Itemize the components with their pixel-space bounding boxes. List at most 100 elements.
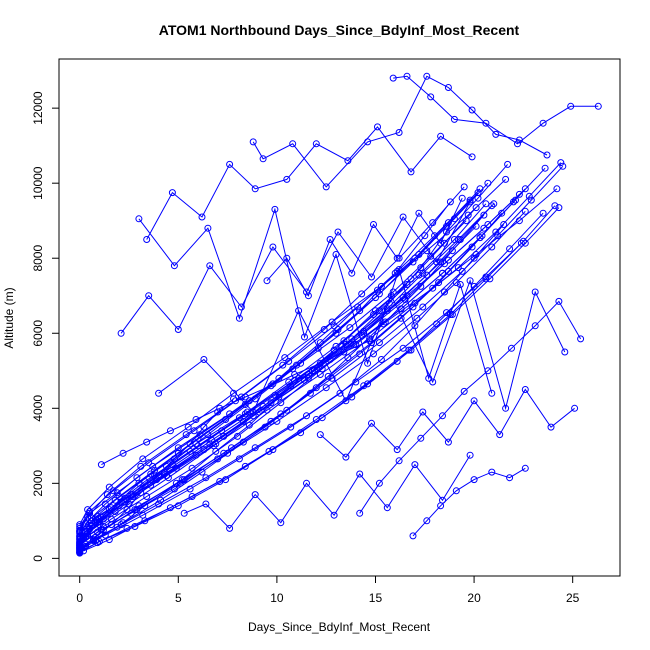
data-point — [466, 451, 474, 459]
series-line — [79, 179, 506, 525]
data-point — [525, 192, 533, 200]
data-point — [151, 466, 159, 474]
data-point — [141, 478, 149, 485]
chart-title: ATOM1 Northbound Days_Since_BdyInf_Most_… — [159, 22, 520, 38]
data-point — [389, 74, 397, 82]
data-point — [399, 294, 407, 302]
data-point — [375, 290, 383, 298]
data-point — [508, 344, 515, 352]
data-point — [387, 292, 395, 300]
data-point — [113, 489, 121, 497]
data-point — [476, 185, 484, 193]
data-point — [553, 185, 561, 193]
data-point — [500, 221, 508, 228]
data-point — [316, 431, 324, 439]
data-point — [460, 387, 468, 395]
data-point — [393, 357, 401, 365]
data-point — [571, 404, 579, 412]
data-point — [206, 262, 214, 270]
data-point — [498, 209, 506, 217]
data-point — [259, 155, 267, 163]
data-point — [470, 397, 478, 405]
data-point — [84, 506, 92, 514]
data-point — [411, 461, 419, 469]
data-point — [458, 194, 466, 202]
data-point — [366, 337, 374, 345]
data-point — [352, 341, 360, 348]
data-point — [269, 446, 277, 454]
data-point — [555, 297, 563, 305]
data-point — [190, 427, 198, 435]
data-point — [555, 204, 563, 212]
data-point — [135, 215, 143, 223]
data-point — [139, 455, 147, 463]
data-point — [143, 493, 151, 500]
data-point — [439, 269, 446, 277]
series-line — [101, 340, 370, 466]
data-point — [119, 449, 127, 457]
series-line — [393, 75, 599, 145]
data-point — [241, 410, 249, 418]
data-point — [531, 322, 539, 330]
series-line — [79, 199, 471, 540]
data-point — [433, 320, 441, 328]
data-point — [399, 213, 407, 221]
data-point — [444, 84, 452, 91]
data-point — [297, 429, 305, 437]
data-point — [111, 508, 119, 515]
series-line — [184, 454, 471, 530]
data-point — [271, 205, 279, 213]
series-line — [79, 214, 485, 546]
data-point — [249, 408, 257, 416]
x-tick-label: 0 — [76, 591, 83, 605]
data-point — [415, 209, 423, 217]
data-point — [559, 162, 567, 170]
data-point — [332, 251, 340, 258]
data-point — [417, 434, 425, 442]
data-point — [303, 412, 310, 420]
series-42 — [409, 464, 529, 540]
data-point — [377, 356, 385, 363]
data-point — [557, 159, 565, 167]
data-point — [356, 307, 364, 315]
data-point — [372, 294, 379, 302]
data-point — [531, 288, 539, 296]
data-point — [304, 374, 312, 382]
data-point — [281, 354, 289, 362]
data-point — [407, 275, 415, 283]
data-point — [306, 389, 314, 397]
y-tick-label: 6000 — [31, 320, 45, 347]
data-point — [170, 485, 178, 493]
data-point — [450, 236, 458, 243]
data-point — [441, 260, 448, 268]
series-line — [79, 212, 503, 554]
data-point — [547, 423, 555, 431]
data-point — [342, 453, 350, 461]
data-point — [460, 183, 468, 191]
data-point — [170, 262, 178, 270]
series-layer — [76, 72, 602, 557]
y-tick-label: 10000 — [31, 166, 45, 200]
data-point — [232, 397, 239, 405]
series-34 — [143, 123, 476, 243]
data-point — [466, 198, 474, 206]
data-point — [235, 314, 243, 322]
data-point — [194, 442, 202, 450]
data-point — [364, 359, 372, 367]
data-point — [502, 404, 510, 412]
series-35 — [249, 72, 551, 191]
data-point — [425, 374, 433, 382]
data-point — [364, 138, 372, 146]
data-point — [504, 160, 512, 168]
data-point — [94, 512, 101, 520]
series-line — [79, 225, 477, 548]
data-point — [239, 417, 247, 425]
data-point — [192, 451, 200, 459]
data-point — [235, 414, 243, 422]
data-point — [320, 326, 328, 333]
x-tick-label: 5 — [175, 591, 182, 605]
data-point — [168, 189, 176, 197]
data-point — [328, 318, 336, 326]
data-point — [109, 487, 117, 495]
